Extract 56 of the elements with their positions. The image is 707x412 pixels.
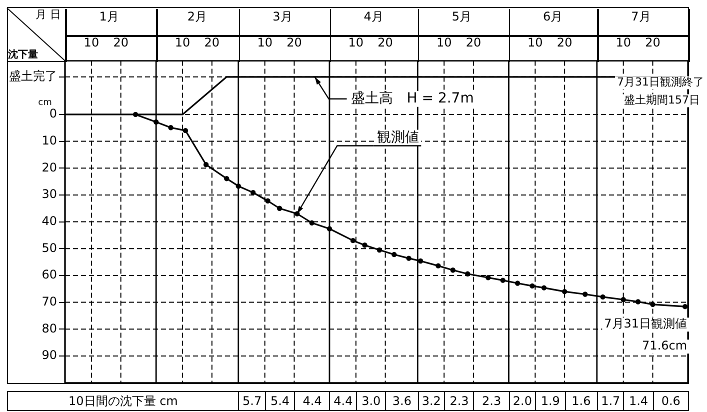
x-tick-label: 20: [556, 36, 572, 50]
y-tick-label: 40: [42, 214, 57, 228]
annotation: 盛土高 H = 2.7m: [350, 90, 474, 107]
x-tick-label: 20: [466, 36, 482, 50]
data-label: 2.3: [444, 391, 474, 411]
y-tick-label: 60: [42, 268, 57, 282]
x-tick-label: 10: [257, 36, 272, 50]
x-tick-label: 20: [645, 36, 660, 50]
x-tick-label: 10: [616, 36, 631, 50]
x2-tick-label: 5月: [452, 9, 472, 24]
x2-tick-label: 6月: [543, 9, 563, 24]
data-label: 5.7: [238, 391, 266, 411]
x-tick-label: 10: [348, 36, 364, 50]
x-tick-label: 10: [436, 36, 452, 50]
y-tick-label: 10: [42, 133, 57, 148]
data-label: 3.0: [356, 391, 386, 411]
y-tick-label: 50: [42, 240, 57, 255]
text: 10日間の沈下量 cm: [7, 391, 240, 411]
y-tick-label: 0: [49, 106, 57, 121]
y-tick-label: 20: [42, 160, 57, 174]
annotation: 7月31日観測値 71.6cm: [604, 316, 688, 353]
data-label: 0.6: [652, 391, 689, 411]
y-tick-label: 70: [42, 294, 57, 308]
data-label: 3.2: [418, 391, 446, 411]
x-tick-label: 20: [113, 36, 128, 50]
x-tick-label: 20: [204, 36, 220, 50]
y-tick-label: 30: [42, 187, 57, 202]
data-label: 1.6: [564, 391, 598, 411]
x-tick-label: 10: [84, 36, 100, 50]
y-tick-label: 90: [42, 348, 57, 362]
x-tick-label: 10: [528, 36, 543, 50]
x-tick-label: 20: [286, 36, 302, 50]
x2-tick-label: 3月: [272, 9, 292, 24]
data-label: 2.3: [473, 391, 510, 411]
x2-tick-label: 2月: [187, 9, 208, 24]
x2-tick-label: 4月: [364, 9, 384, 24]
data-label: 1.9: [535, 391, 566, 411]
data-label: 4.4: [329, 391, 357, 411]
text: cm: [38, 98, 52, 108]
data-label: 1.7: [596, 391, 624, 411]
annotation: 7月31日観測終了: [617, 76, 704, 89]
data-label: 2.0: [508, 391, 536, 411]
data-label: 1.4: [623, 391, 654, 411]
data-label: 4.4: [294, 391, 330, 411]
annotation: 盛土期間157日: [624, 94, 700, 107]
y-tick-label: 盛土完了: [9, 69, 57, 84]
x2-tick-label: 7月: [631, 9, 651, 24]
annotation: 観測値: [377, 129, 420, 146]
data-label: 5.4: [264, 391, 296, 411]
x-tick-label: 10: [174, 36, 190, 50]
y-axis-title: 沈下量: [7, 48, 38, 60]
x-tick-label: 20: [378, 36, 393, 50]
x2-tick-label: 1月: [99, 9, 119, 24]
y-tick-label: 80: [42, 321, 57, 336]
x-axis-title: 月 日: [36, 8, 61, 21]
data-label: 3.6: [385, 391, 419, 411]
